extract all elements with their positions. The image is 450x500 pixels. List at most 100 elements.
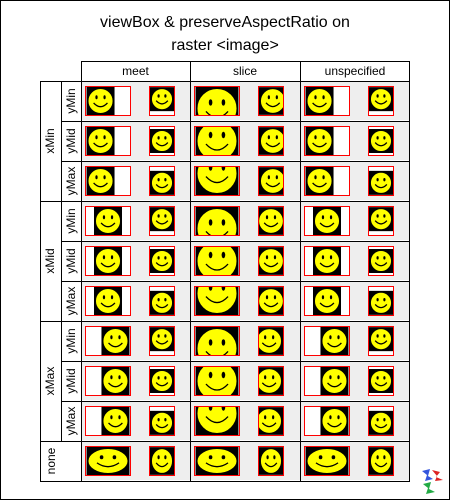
viewport-cell: [194, 86, 240, 116]
viewport-cell: [149, 406, 175, 436]
smiley-face-icon: [101, 367, 130, 395]
smiley-face-icon: [86, 447, 130, 475]
smiley-face-icon: [369, 369, 393, 393]
viewport-cell: [149, 126, 175, 156]
viewport-cell: [85, 86, 131, 116]
viewport-cell: [149, 206, 175, 236]
smiley-face-icon: [150, 410, 174, 435]
grid-line: [61, 161, 410, 162]
grid-line: [61, 121, 410, 122]
smiley-face-icon: [195, 367, 239, 395]
smiley-face-icon: [369, 129, 393, 153]
grid-line: [81, 61, 410, 62]
title-line-1: viewBox & preserveAspectRatio on: [100, 14, 350, 31]
smiley-face-icon: [195, 167, 239, 195]
grid-line: [40, 81, 41, 482]
smiley-face-icon: [150, 369, 174, 393]
viewport-cell: [258, 166, 284, 196]
smiley-face-icon: [259, 247, 283, 275]
row-band: [81, 202, 410, 240]
grid-line: [40, 321, 410, 322]
viewport-cell: [368, 246, 394, 276]
smiley-face-icon: [259, 167, 283, 195]
row-band: [81, 242, 410, 280]
viewport-cell: [304, 246, 350, 276]
viewport-cell: [258, 326, 284, 356]
x-align-label-xmin: xMin: [43, 128, 57, 154]
smiley-face-icon: [259, 447, 283, 475]
viewport-cell: [149, 86, 175, 116]
row-band: [81, 442, 410, 480]
viewport-cell: [194, 406, 240, 436]
smiley-face-icon: [259, 207, 283, 235]
viewport-cell: [258, 366, 284, 396]
viewport-cell: [368, 86, 394, 116]
viewport-cell: [85, 246, 131, 276]
viewport-cell: [194, 446, 240, 476]
viewport-cell: [368, 206, 394, 236]
smiley-face-icon: [313, 287, 341, 315]
x-align-label-none: none: [44, 447, 58, 475]
svg-logo-icon: [422, 469, 443, 494]
smiley-face-icon: [259, 127, 283, 155]
smiley-face-icon: [369, 410, 393, 435]
smiley-face-icon: [195, 327, 239, 355]
viewport-cell: [149, 366, 175, 396]
smiley-face-icon: [369, 447, 393, 475]
viewport-cell: [304, 166, 350, 196]
viewport-cell: [194, 206, 240, 236]
smiley-face-icon: [195, 287, 239, 315]
smiley-face-icon: [150, 447, 174, 475]
grid-line: [61, 241, 410, 242]
smiley-face-icon: [94, 247, 122, 275]
viewport-cell: [85, 206, 131, 236]
viewport-cell: [304, 126, 350, 156]
smiley-face-icon: [369, 249, 393, 273]
viewport-cell: [304, 366, 350, 396]
viewport-cell: [149, 246, 175, 276]
row-band: [81, 362, 410, 400]
grid-line: [40, 441, 410, 442]
viewport-cell: [304, 446, 350, 476]
viewport-cell: [258, 126, 284, 156]
row-band: [81, 82, 410, 120]
grid-line: [40, 481, 410, 482]
smiley-face-icon: [320, 367, 349, 395]
grid-line: [61, 361, 410, 362]
column-header-unspecified: unspecified: [324, 64, 386, 78]
grid-line: [61, 81, 62, 441]
smiley-face-icon: [313, 247, 341, 275]
smiley-face-icon: [320, 407, 349, 435]
smiley-face-icon: [259, 367, 283, 395]
viewport-cell: [368, 366, 394, 396]
smiley-face-icon: [369, 207, 393, 232]
viewport-cell: [368, 406, 394, 436]
smiley-face-icon: [101, 327, 130, 355]
smiley-face-icon: [259, 87, 283, 115]
viewport-cell: [258, 446, 284, 476]
viewport-cell: [149, 446, 175, 476]
viewport-cell: [304, 406, 350, 436]
smiley-face-icon: [150, 87, 174, 112]
viewport-cell: [368, 446, 394, 476]
viewport-cell: [304, 206, 350, 236]
viewport-cell: [368, 286, 394, 316]
viewport-cell: [368, 166, 394, 196]
title-line-2: raster <image>: [171, 37, 279, 54]
row-band: [81, 162, 410, 200]
smiley-face-icon: [195, 207, 239, 235]
viewport-cell: [368, 326, 394, 356]
smiley-face-icon: [150, 170, 174, 195]
viewport-cell: [194, 326, 240, 356]
viewport-cell: [85, 326, 131, 356]
grid-line: [300, 61, 301, 482]
viewport-cell: [149, 326, 175, 356]
grid-line: [40, 81, 410, 82]
x-align-label-xmid: xMid: [43, 248, 57, 274]
viewport-cell: [368, 126, 394, 156]
smiley-face-icon: [150, 327, 174, 352]
smiley-face-icon: [86, 167, 115, 195]
row-band: [81, 322, 410, 360]
smiley-face-icon: [369, 87, 393, 112]
